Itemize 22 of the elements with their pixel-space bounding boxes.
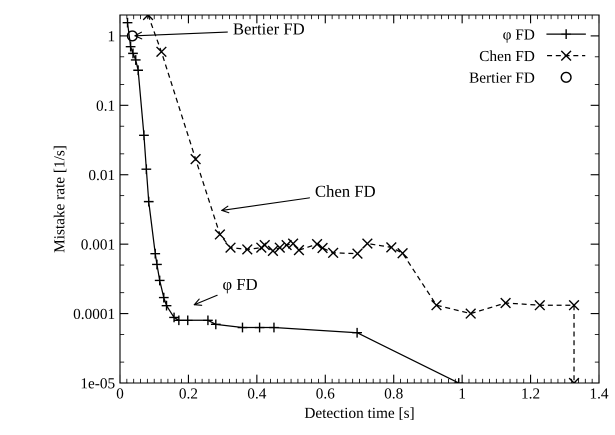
y-tick-label: 0.001 bbox=[81, 239, 114, 250]
legend-label: Bertier FD bbox=[470, 72, 534, 83]
x-tick-label: 0 bbox=[116, 388, 124, 399]
annotation: φ FD bbox=[223, 278, 257, 294]
y-tick-label: 1 bbox=[108, 31, 114, 42]
y-tick-label: 0.01 bbox=[88, 170, 114, 180]
y-tick-label: 1e-05 bbox=[82, 378, 115, 388]
y-tick-label: 0.1 bbox=[96, 100, 114, 111]
x-tick-label: 1.4 bbox=[590, 388, 608, 399]
y-axis-title: Mistake rate [1/s] bbox=[54, 146, 66, 252]
x-tick-label: 0.6 bbox=[316, 388, 334, 399]
legend-label: Chen FD bbox=[480, 50, 534, 62]
x-axis-title: Detection time [s] bbox=[304, 407, 414, 420]
legend-label: φ FD bbox=[503, 29, 534, 43]
y-tick-label: 0.0001 bbox=[74, 308, 114, 320]
annotation: Chen FD bbox=[316, 185, 375, 197]
x-tick-label: 1.2 bbox=[522, 388, 540, 399]
annotation: Bertier FD bbox=[233, 23, 304, 35]
x-tick-label: 1 bbox=[460, 388, 466, 398]
x-tick-label: 0.8 bbox=[384, 388, 403, 399]
x-tick-label: 0.2 bbox=[179, 388, 198, 399]
x-tick-label: 0.4 bbox=[248, 388, 266, 399]
